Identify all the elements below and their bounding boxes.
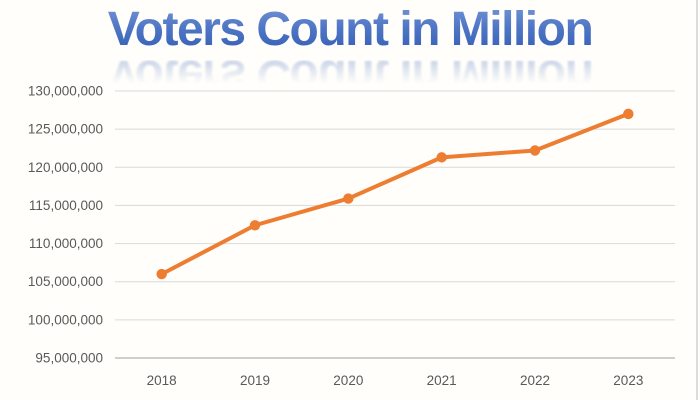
x-tick-label: 2019 xyxy=(240,373,270,388)
y-tick-label: 130,000,000 xyxy=(28,84,103,99)
y-tick-label: 115,000,000 xyxy=(29,198,103,213)
y-tick-label: 120,000,000 xyxy=(28,160,103,175)
data-point-2022 xyxy=(529,145,541,156)
data-point-2020 xyxy=(343,193,354,204)
data-series-line xyxy=(159,111,631,277)
y-tick-label: 100,000,000 xyxy=(28,312,103,327)
chart-frame-right-border xyxy=(696,0,698,400)
y-tick-label: 95,000,000 xyxy=(35,351,103,366)
data-point-2021 xyxy=(436,152,447,163)
y-tick-label: 125,000,000 xyxy=(28,122,103,137)
x-tick-label: 2021 xyxy=(427,373,457,388)
data-point-2023 xyxy=(623,108,634,120)
x-tick-label: 2018 xyxy=(147,373,177,388)
y-tick-label: 110,000,000 xyxy=(29,236,103,251)
y-tick-label: 105,000,000 xyxy=(28,274,103,289)
x-tick-label: 2022 xyxy=(520,373,550,388)
data-point-2019 xyxy=(249,220,261,231)
x-tick-label: 2020 xyxy=(333,373,363,388)
data-point-2018 xyxy=(156,268,167,280)
x-tick-label: 2023 xyxy=(613,373,643,388)
